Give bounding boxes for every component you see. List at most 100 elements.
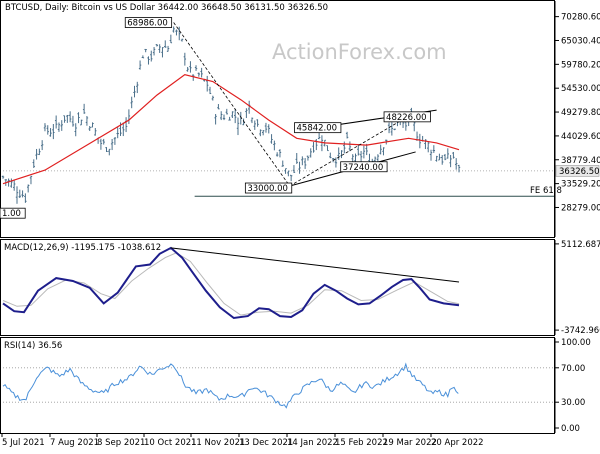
x-tick-label: 13 Dec 2021 (239, 438, 293, 448)
price-tick-label: 65030.40 (561, 36, 600, 46)
candle (40, 140, 44, 151)
x-tick-label: 20 Apr 2022 (431, 438, 484, 448)
candle (206, 75, 209, 92)
svg-text:33000.00: 33000.00 (247, 184, 288, 194)
candle (382, 147, 385, 156)
candle (136, 81, 139, 94)
candle (108, 148, 111, 156)
rsi-tick-label: 70.00 (561, 364, 585, 374)
trendline-0 (173, 22, 291, 187)
moving-average-line (2, 74, 460, 185)
candle (449, 155, 452, 168)
candle (306, 155, 310, 161)
candle (376, 154, 380, 163)
candle (21, 190, 24, 198)
candle (340, 150, 343, 159)
candle (110, 138, 114, 151)
candle (329, 152, 332, 159)
candle (200, 67, 203, 78)
candle (289, 174, 293, 182)
candle (74, 123, 77, 137)
x-tick-label: 10 Oct 2021 (144, 438, 197, 448)
candle (443, 153, 447, 161)
svg-text:68986.00: 68986.00 (127, 19, 168, 29)
candle (427, 141, 430, 153)
trendline-1 (289, 116, 408, 187)
candle (197, 72, 201, 77)
candle (438, 153, 441, 161)
candle (192, 74, 195, 81)
candle (158, 44, 161, 53)
candle (233, 108, 237, 124)
candle (80, 119, 83, 126)
candle (326, 145, 329, 152)
candle (24, 193, 27, 203)
candle (150, 50, 153, 62)
candle (32, 159, 35, 168)
candle (113, 137, 117, 145)
price-tick-label: 70280.60 (561, 13, 600, 23)
rsi-tick-label: 0.00 (561, 424, 580, 434)
candle (301, 156, 304, 166)
candle (138, 60, 142, 70)
candle (211, 95, 215, 101)
macd-header: MACD(12,26,9) -1195.175 -1038.612 (4, 243, 161, 253)
candle (270, 134, 273, 144)
candle (10, 178, 13, 188)
price-tick-label: 28279.00 (561, 203, 600, 213)
candle (35, 148, 38, 160)
candle (359, 150, 363, 163)
fib-label: FE 61.8 (530, 186, 562, 196)
macd-line (2, 246, 460, 320)
candle (220, 111, 223, 121)
candle (284, 168, 287, 174)
candle (222, 114, 226, 121)
candle (85, 116, 89, 126)
candle (245, 108, 248, 119)
candle (26, 184, 30, 193)
candle (68, 111, 72, 123)
price-annotation: 33000.00 (244, 182, 293, 194)
candle (261, 130, 265, 136)
candle (357, 144, 360, 156)
watermark: ActionForex.com (272, 40, 447, 64)
candle (292, 165, 296, 173)
candle (315, 139, 318, 151)
candle (452, 151, 455, 159)
candle (393, 128, 396, 131)
candle (99, 138, 103, 150)
candle (102, 138, 105, 145)
candle (273, 140, 276, 151)
candle (130, 96, 133, 109)
x-tick-label: 14 Jan 2022 (287, 438, 338, 448)
rsi-line (2, 362, 459, 409)
candle (18, 189, 21, 199)
price-annotation: 45842.00 (294, 122, 342, 134)
candle (295, 153, 298, 164)
macd-tick-label: -3742.960 (561, 326, 600, 336)
candle (362, 145, 366, 159)
macd-tick-label: 5112.687 (561, 240, 600, 250)
candle (63, 115, 66, 123)
candle (178, 26, 181, 41)
candle (281, 160, 284, 167)
svg-text:37240.00: 37240.00 (343, 163, 384, 173)
candle (141, 55, 145, 59)
candle (91, 122, 94, 128)
svg-text:45842.00: 45842.00 (297, 124, 338, 134)
candle (105, 147, 108, 152)
price-tick-label: 38779.40 (561, 156, 600, 166)
x-tick-label: 19 Mar 2022 (383, 438, 437, 448)
candle (164, 40, 167, 48)
candle (194, 65, 198, 71)
candle (446, 148, 450, 159)
candle (66, 114, 69, 123)
candle (390, 122, 394, 136)
candle (57, 122, 61, 132)
price-annotation: 1.00 (0, 207, 26, 219)
candle (303, 158, 307, 169)
candle (432, 145, 436, 153)
price-header: BTCUSD, Daily: Bitcoin vs US Dollar 3644… (5, 3, 328, 13)
candle (373, 156, 377, 162)
candle (88, 125, 91, 132)
